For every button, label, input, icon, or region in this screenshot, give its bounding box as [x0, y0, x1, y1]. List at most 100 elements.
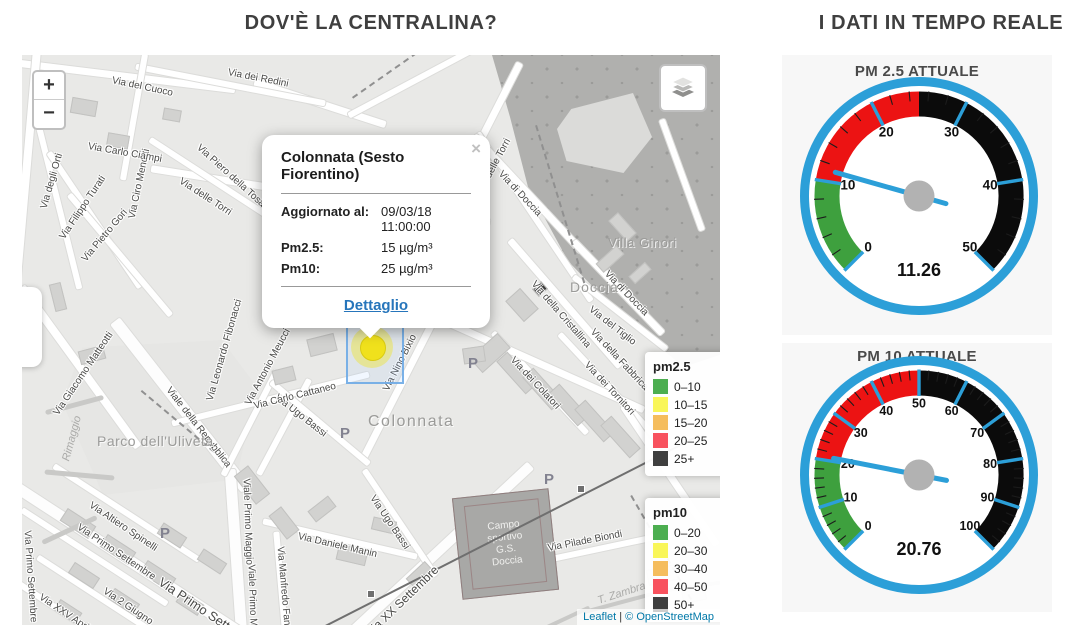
- footpath: [352, 55, 452, 99]
- svg-text:80: 80: [983, 457, 997, 471]
- legend-title: pm2.5: [653, 359, 691, 374]
- building: [48, 281, 68, 313]
- parking-icon: P: [544, 471, 555, 488]
- legend-range-label: 20–25: [674, 433, 708, 448]
- legend-row: 0–10: [653, 379, 720, 394]
- legend-title: pm10: [653, 505, 687, 520]
- layers-icon: [670, 76, 696, 97]
- offscreen-popup-fragment: [22, 287, 42, 367]
- svg-text:100: 100: [959, 519, 980, 533]
- svg-text:70: 70: [970, 426, 984, 440]
- legend-range-label: 30–40: [674, 561, 708, 576]
- zoom-in-button[interactable]: +: [34, 72, 64, 100]
- legend-color-chip: [653, 415, 668, 430]
- svg-text:30: 30: [854, 426, 868, 440]
- map[interactable]: Campo sportivo G.S. Doccia Via del Cuoco Via…: [22, 55, 720, 625]
- legend-range-label: 50+: [674, 597, 695, 612]
- legend-row: 30–40: [653, 561, 720, 576]
- legend-color-chip: [653, 597, 668, 612]
- svg-text:50: 50: [962, 239, 977, 254]
- legend-pm10: pm10 0–20 20–30 30–40 40–50 50+: [645, 498, 720, 622]
- building: [162, 107, 182, 123]
- legend-color-chip: [653, 579, 668, 594]
- legend-body: 0–10 10–15 15–20 20–25 25+: [653, 379, 720, 466]
- popup-divider: [281, 286, 471, 287]
- svg-text:40: 40: [879, 404, 893, 418]
- station-marker[interactable]: [360, 335, 386, 361]
- popup-row-value: 25 µg/m³: [381, 261, 433, 276]
- gauge-value: 11.26: [897, 260, 941, 280]
- gauge-value: 20.76: [896, 539, 941, 559]
- svg-text:0: 0: [865, 519, 872, 533]
- legend-row: 20–30: [653, 543, 720, 558]
- legend-row: 15–20: [653, 415, 720, 430]
- legend-range-label: 10–15: [674, 397, 708, 412]
- svg-text:50: 50: [912, 396, 926, 410]
- svg-text:10: 10: [840, 177, 855, 192]
- legend-color-chip: [653, 397, 668, 412]
- popup-title: Colonnata (Sesto Fiorentino): [281, 149, 405, 183]
- popup-row-label: Pm2.5:: [281, 240, 324, 255]
- legend-range-label: 15–20: [674, 415, 708, 430]
- svg-text:20: 20: [879, 124, 894, 139]
- map-attribution: Leaflet | © OpenStreetMap: [577, 609, 720, 625]
- popup-rows: Aggiornato al: 09/03/18 11:00:00 Pm2.5: 15 …: [281, 204, 471, 276]
- zoom-out-button[interactable]: −: [43, 102, 55, 124]
- station-popup: × Colonnata (Sesto Fiorentino) Aggiornat…: [262, 135, 490, 339]
- building: [69, 96, 99, 118]
- building: [306, 332, 338, 358]
- layers-control[interactable]: [659, 64, 707, 112]
- leaflet-link[interactable]: Leaflet: [583, 611, 617, 623]
- svg-text:0: 0: [864, 239, 872, 254]
- detail-link[interactable]: Dettaglio: [343, 297, 409, 314]
- zoom-control: + −: [32, 70, 66, 130]
- legend-row: 0–20: [653, 525, 720, 540]
- popup-row-value: 09/03/18 11:00:00: [381, 204, 432, 234]
- legend-color-chip: [653, 451, 668, 466]
- panel-pm10: PM 10 ATTUALE 0 10 20 30 40 50 60 70 80 90 100 20.7…: [782, 343, 1052, 612]
- legend-row: 10–15: [653, 397, 720, 412]
- legend-color-chip: [653, 561, 668, 576]
- legend-row: 50+: [653, 597, 720, 612]
- parking-icon: P: [160, 525, 171, 542]
- osm-link[interactable]: © OpenStreetMap: [625, 611, 714, 623]
- svg-text:90: 90: [981, 491, 995, 505]
- popup-divider: [281, 193, 471, 194]
- street-label: Via XXV Aprile: [36, 591, 97, 625]
- legend-color-chip: [653, 543, 668, 558]
- legend-range-label: 40–50: [674, 579, 708, 594]
- map-section-title: DOV'È LA CENTRALINA?: [244, 12, 498, 34]
- legend-color-chip: [653, 379, 668, 394]
- legend-row: 20–25: [653, 433, 720, 448]
- legend-row: 25+: [653, 451, 720, 466]
- sports-field: Campo sportivo G.S. Doccia: [451, 488, 560, 600]
- building: [196, 547, 228, 575]
- attribution-separator: |: [619, 611, 623, 623]
- place-label: Doccia: [570, 279, 619, 295]
- popup-row-label: Pm10:: [281, 261, 321, 276]
- power-line-node: [577, 485, 585, 493]
- popup-close-icon[interactable]: ×: [471, 139, 481, 158]
- building: [505, 287, 539, 323]
- legend-body: 0–20 20–30 30–40 40–50 50+: [653, 525, 720, 612]
- street-label: Via Manfredo Fanti: [274, 546, 293, 625]
- legend-color-chip: [653, 433, 668, 448]
- building: [307, 495, 337, 523]
- gauge-pm25-title: PM 2.5 ATTUALE: [854, 63, 980, 80]
- svg-text:40: 40: [983, 177, 998, 192]
- street-label: Via Primo Settembre: [22, 530, 39, 623]
- power-line-node: [367, 590, 375, 598]
- legend-range-label: 0–20: [674, 525, 701, 540]
- svg-text:30: 30: [944, 124, 959, 139]
- data-section-title: I DATI IN TEMPO REALE: [818, 12, 1064, 34]
- svg-text:10: 10: [844, 491, 858, 505]
- popup-row-value: 15 µg/m³: [381, 240, 433, 255]
- place-label: Parco dell'Uliveta: [97, 433, 214, 449]
- legend-range-label: 0–10: [674, 379, 701, 394]
- legend-range-label: 20–30: [674, 543, 708, 558]
- street-label: Viale Primo Maggio: [245, 564, 260, 625]
- gauge-pm25: 0 10 20 30 40 50 11.26: [800, 77, 1038, 315]
- panel-pm25: PM 2.5 ATTUALE 0 10 20 30 40 50 11.26: [782, 55, 1052, 335]
